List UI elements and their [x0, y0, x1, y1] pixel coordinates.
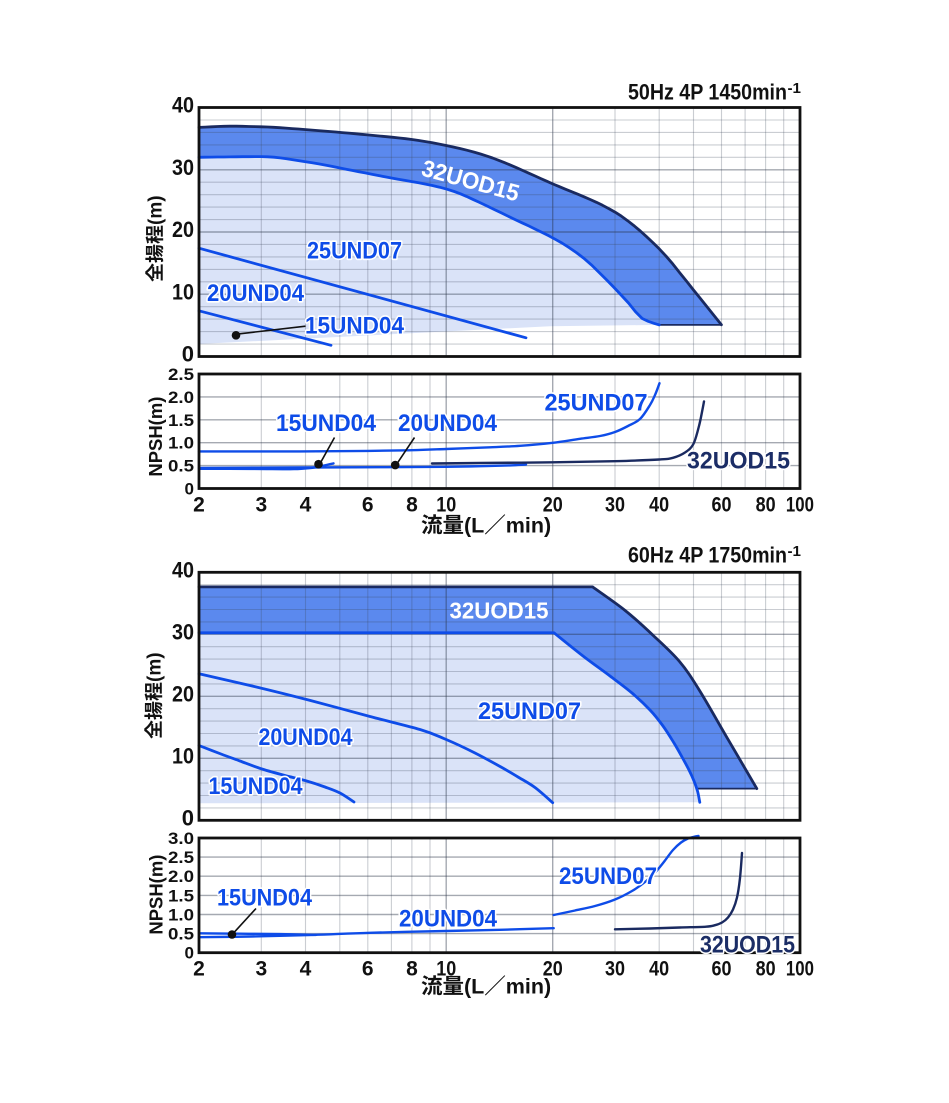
svg-text:1.0: 1.0 — [168, 434, 194, 453]
svg-text:30: 30 — [172, 155, 194, 180]
svg-text:20: 20 — [543, 957, 563, 980]
svg-text:50Hz 4P 1450min: 50Hz 4P 1450min — [628, 80, 787, 105]
svg-text:60: 60 — [711, 957, 731, 980]
svg-text:(m): (m) — [145, 652, 166, 682]
svg-text:60: 60 — [711, 494, 731, 517]
svg-text:2.5: 2.5 — [168, 848, 194, 867]
svg-text:10: 10 — [172, 743, 194, 768]
svg-text:6: 6 — [362, 494, 374, 517]
svg-text:15UND04: 15UND04 — [217, 885, 313, 912]
svg-text:2: 2 — [193, 494, 205, 517]
svg-text:20UND04: 20UND04 — [398, 410, 498, 437]
svg-text:3: 3 — [255, 957, 267, 980]
svg-text:40: 40 — [172, 557, 194, 582]
svg-text:25UND07: 25UND07 — [307, 238, 402, 265]
svg-text:0.5: 0.5 — [168, 457, 194, 476]
svg-text:0: 0 — [182, 342, 194, 367]
svg-text:0.5: 0.5 — [168, 925, 194, 944]
svg-text:25UND07: 25UND07 — [545, 390, 648, 417]
svg-text:0: 0 — [185, 944, 194, 963]
svg-text:80: 80 — [756, 957, 776, 980]
svg-text:32UOD15: 32UOD15 — [450, 598, 549, 624]
svg-text:40: 40 — [649, 957, 669, 980]
svg-text:3: 3 — [255, 494, 267, 517]
svg-text:20UND04: 20UND04 — [399, 906, 498, 933]
svg-text:10: 10 — [436, 494, 456, 517]
svg-text:NPSH(m): NPSH(m) — [147, 855, 167, 935]
svg-text:(L: (L — [464, 514, 484, 538]
svg-text:15UND04: 15UND04 — [209, 773, 304, 800]
svg-text:100: 100 — [786, 957, 814, 980]
svg-text:2.0: 2.0 — [168, 867, 194, 886]
svg-text:1.5: 1.5 — [168, 886, 194, 905]
svg-text:6: 6 — [362, 957, 374, 980]
svg-text:3.0: 3.0 — [168, 829, 194, 848]
svg-text:min): min) — [506, 975, 551, 999]
svg-text:20UND04: 20UND04 — [207, 280, 305, 307]
svg-text:32UOD15: 32UOD15 — [687, 448, 790, 475]
svg-text:8: 8 — [406, 494, 418, 517]
svg-text:1.0: 1.0 — [168, 905, 194, 924]
svg-text:-1: -1 — [788, 543, 802, 560]
svg-text:8: 8 — [406, 957, 418, 980]
svg-text:2: 2 — [193, 957, 205, 980]
svg-text:30: 30 — [172, 619, 194, 644]
svg-text:1.5: 1.5 — [168, 411, 194, 430]
svg-text:4: 4 — [300, 494, 312, 517]
svg-text:(m): (m) — [146, 195, 167, 225]
svg-text:15UND04: 15UND04 — [305, 313, 405, 340]
svg-text:25UND07: 25UND07 — [559, 863, 657, 890]
svg-text:-1: -1 — [788, 80, 802, 97]
svg-text:40: 40 — [172, 93, 194, 118]
svg-text:20: 20 — [172, 217, 194, 242]
svg-text:100: 100 — [786, 494, 814, 517]
svg-text:20: 20 — [172, 681, 194, 706]
svg-text:25UND07: 25UND07 — [478, 698, 581, 725]
svg-text:60Hz 4P 1750min: 60Hz 4P 1750min — [628, 543, 787, 568]
svg-text:15UND04: 15UND04 — [276, 410, 377, 437]
svg-text:2.5: 2.5 — [168, 365, 194, 384]
svg-text:10: 10 — [436, 957, 456, 980]
svg-text:20UND04: 20UND04 — [259, 724, 354, 751]
svg-text:40: 40 — [649, 494, 669, 517]
svg-text:32UOD15: 32UOD15 — [700, 932, 795, 959]
svg-text:min): min) — [506, 514, 551, 538]
svg-text:NPSH(m): NPSH(m) — [146, 397, 166, 477]
svg-text:4: 4 — [300, 957, 312, 980]
svg-text:0: 0 — [182, 805, 194, 830]
svg-text:30: 30 — [605, 957, 625, 980]
svg-text:0: 0 — [185, 480, 194, 499]
svg-text:30: 30 — [605, 494, 625, 517]
svg-text:20: 20 — [543, 494, 563, 517]
svg-text:(L: (L — [464, 975, 484, 999]
svg-text:2.0: 2.0 — [168, 388, 194, 407]
svg-text:80: 80 — [756, 494, 776, 517]
svg-text:10: 10 — [172, 279, 194, 304]
